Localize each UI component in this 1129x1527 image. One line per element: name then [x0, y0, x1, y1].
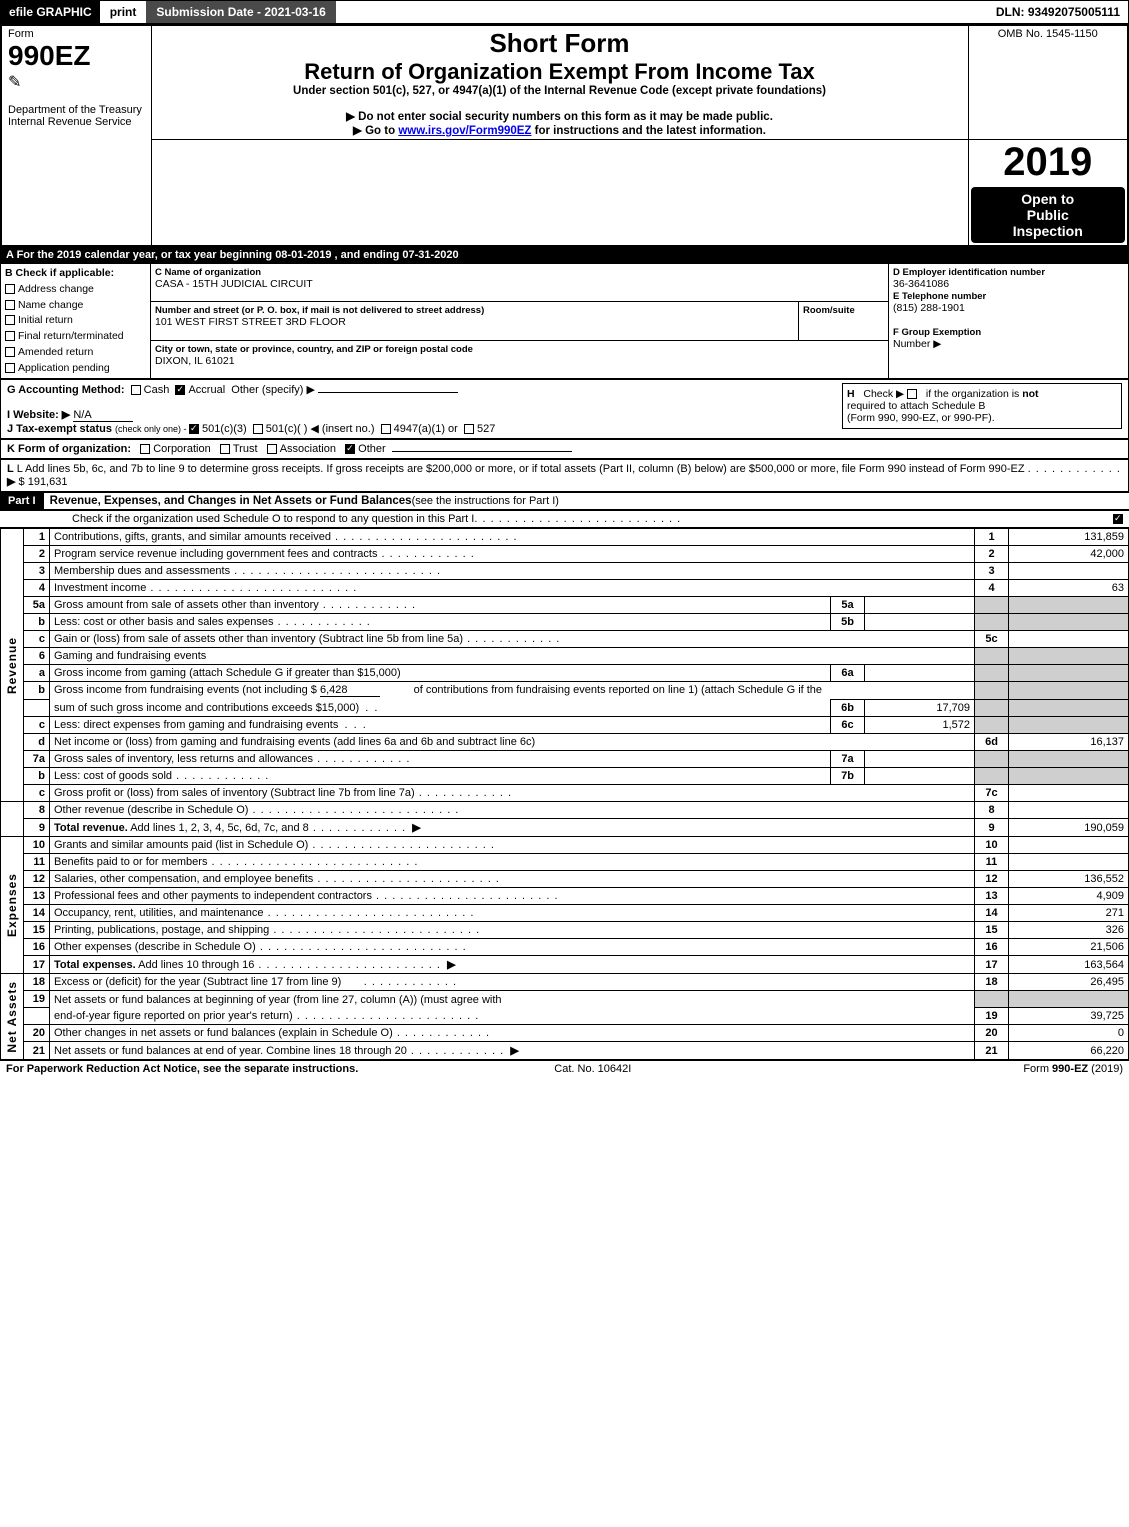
line-9-amount: 190,059: [1009, 819, 1129, 837]
line-15-amount: 326: [1009, 922, 1129, 939]
section-k-label: K Form of organization:: [7, 443, 131, 455]
line-16-amount: 21,506: [1009, 939, 1129, 956]
line-14-amount: 271: [1009, 905, 1129, 922]
efile-button[interactable]: efile GRAPHIC: [1, 1, 100, 23]
section-e-label: E Telephone number: [893, 291, 986, 302]
line-6b-amount: 17,709: [865, 700, 975, 717]
website-value: N/A: [73, 409, 133, 422]
section-f-label: F Group Exemption: [893, 327, 981, 338]
row-l: L L Add lines 5b, 6c, and 7b to line 9 t…: [0, 459, 1129, 492]
irs-label: Internal Revenue Service: [8, 116, 145, 128]
line-13-amount: 4,909: [1009, 888, 1129, 905]
goto-instructions: ▶ Go to www.irs.gov/Form990EZ for instru…: [158, 123, 962, 137]
form-label: Form: [8, 28, 145, 40]
section-i-label: I Website: ▶: [7, 409, 70, 421]
section-g-label: G Accounting Method:: [7, 384, 125, 396]
row-k: K Form of organization: Corporation Trus…: [0, 439, 1129, 459]
return-title: Return of Organization Exempt From Incom…: [158, 59, 962, 85]
dln: DLN: 93492075005111: [988, 1, 1128, 23]
irs-link[interactable]: www.irs.gov/Form990EZ: [398, 125, 531, 137]
footer-catno: Cat. No. 10642I: [554, 1063, 631, 1075]
part1-check-row: Check if the organization used Schedule …: [0, 510, 1129, 528]
street-value: 101 WEST FIRST STREET 3RD FLOOR: [155, 316, 346, 328]
line-19-amount: 39,725: [1009, 1008, 1129, 1025]
street-label: Number and street (or P. O. box, if mail…: [155, 305, 484, 316]
form-header: Form 990EZ ✎ Department of the Treasury …: [0, 24, 1129, 247]
section-j-label: J Tax-exempt status: [7, 423, 112, 435]
top-toolbar: efile GRAPHIC print Submission Date - 20…: [0, 0, 1129, 24]
schedule-o-checkbox[interactable]: [1113, 514, 1123, 524]
room-label: Room/suite: [803, 305, 855, 316]
expenses-side-label: Expenses: [5, 873, 19, 937]
line-2-amount: 42,000: [1009, 546, 1129, 563]
line-21-amount: 66,220: [1009, 1042, 1129, 1060]
dept-treasury: Department of the Treasury: [8, 104, 145, 116]
line-20-amount: 0: [1009, 1025, 1129, 1042]
line-6d-amount: 16,137: [1009, 734, 1129, 751]
section-h: H Check ▶ if the organization is not req…: [842, 383, 1122, 429]
line-6c-amount: 1,572: [865, 717, 975, 734]
section-f-number: Number ▶: [893, 338, 941, 350]
org-name: CASA - 15TH JUDICIAL CIRCUIT: [155, 278, 313, 290]
line-1-amount: 131,859: [1009, 529, 1129, 546]
org-info-table: B Check if applicable: Address change Na…: [0, 263, 1129, 379]
section-d-label: D Employer identification number: [893, 267, 1045, 278]
omb-number: OMB No. 1545-1150: [975, 28, 1122, 40]
footer-left: For Paperwork Reduction Act Notice, see …: [6, 1063, 358, 1075]
page-footer: For Paperwork Reduction Act Notice, see …: [0, 1060, 1129, 1077]
line-l-amount: $ 191,631: [19, 476, 68, 488]
city-value: DIXON, IL 61021: [155, 355, 235, 367]
short-form-title: Short Form: [158, 28, 962, 59]
footer-right: Form 990-EZ (2019): [1023, 1063, 1123, 1075]
submission-date: Submission Date - 2021-03-16: [146, 1, 335, 23]
row-g-h: G Accounting Method: Cash Accrual Other …: [0, 379, 1129, 439]
line-17-amount: 163,564: [1009, 956, 1129, 974]
under-section: Under section 501(c), 527, or 4947(a)(1)…: [158, 85, 962, 97]
netassets-side-label: Net Assets: [5, 981, 19, 1053]
part1-header: Part I Revenue, Expenses, and Changes in…: [0, 492, 1129, 510]
print-button[interactable]: print: [104, 1, 143, 23]
line-18-amount: 26,495: [1009, 974, 1129, 991]
period-line-a: A For the 2019 calendar year, or tax yea…: [0, 247, 1129, 263]
open-to-public: Open toPublicInspection: [971, 187, 1126, 243]
tax-year: 2019: [969, 140, 1128, 185]
part1-label: Part I: [0, 493, 44, 509]
section-b: B Check if applicable: Address change Na…: [1, 264, 151, 379]
revenue-side-label: Revenue: [5, 637, 19, 694]
line-4-amount: 63: [1009, 580, 1129, 597]
part1-title: Revenue, Expenses, and Changes in Net As…: [50, 495, 412, 507]
section-c-label: C Name of organization: [155, 267, 261, 278]
part1-table: Revenue 1 Contributions, gifts, grants, …: [0, 528, 1129, 1060]
no-ssn-warning: ▶ Do not enter social security numbers o…: [158, 109, 962, 123]
city-label: City or town, state or province, country…: [155, 344, 473, 355]
line-12-amount: 136,552: [1009, 871, 1129, 888]
ein-value: 36-3641086: [893, 278, 949, 290]
phone-value: (815) 288-1901: [893, 302, 965, 314]
form-number: 990EZ: [8, 40, 145, 72]
